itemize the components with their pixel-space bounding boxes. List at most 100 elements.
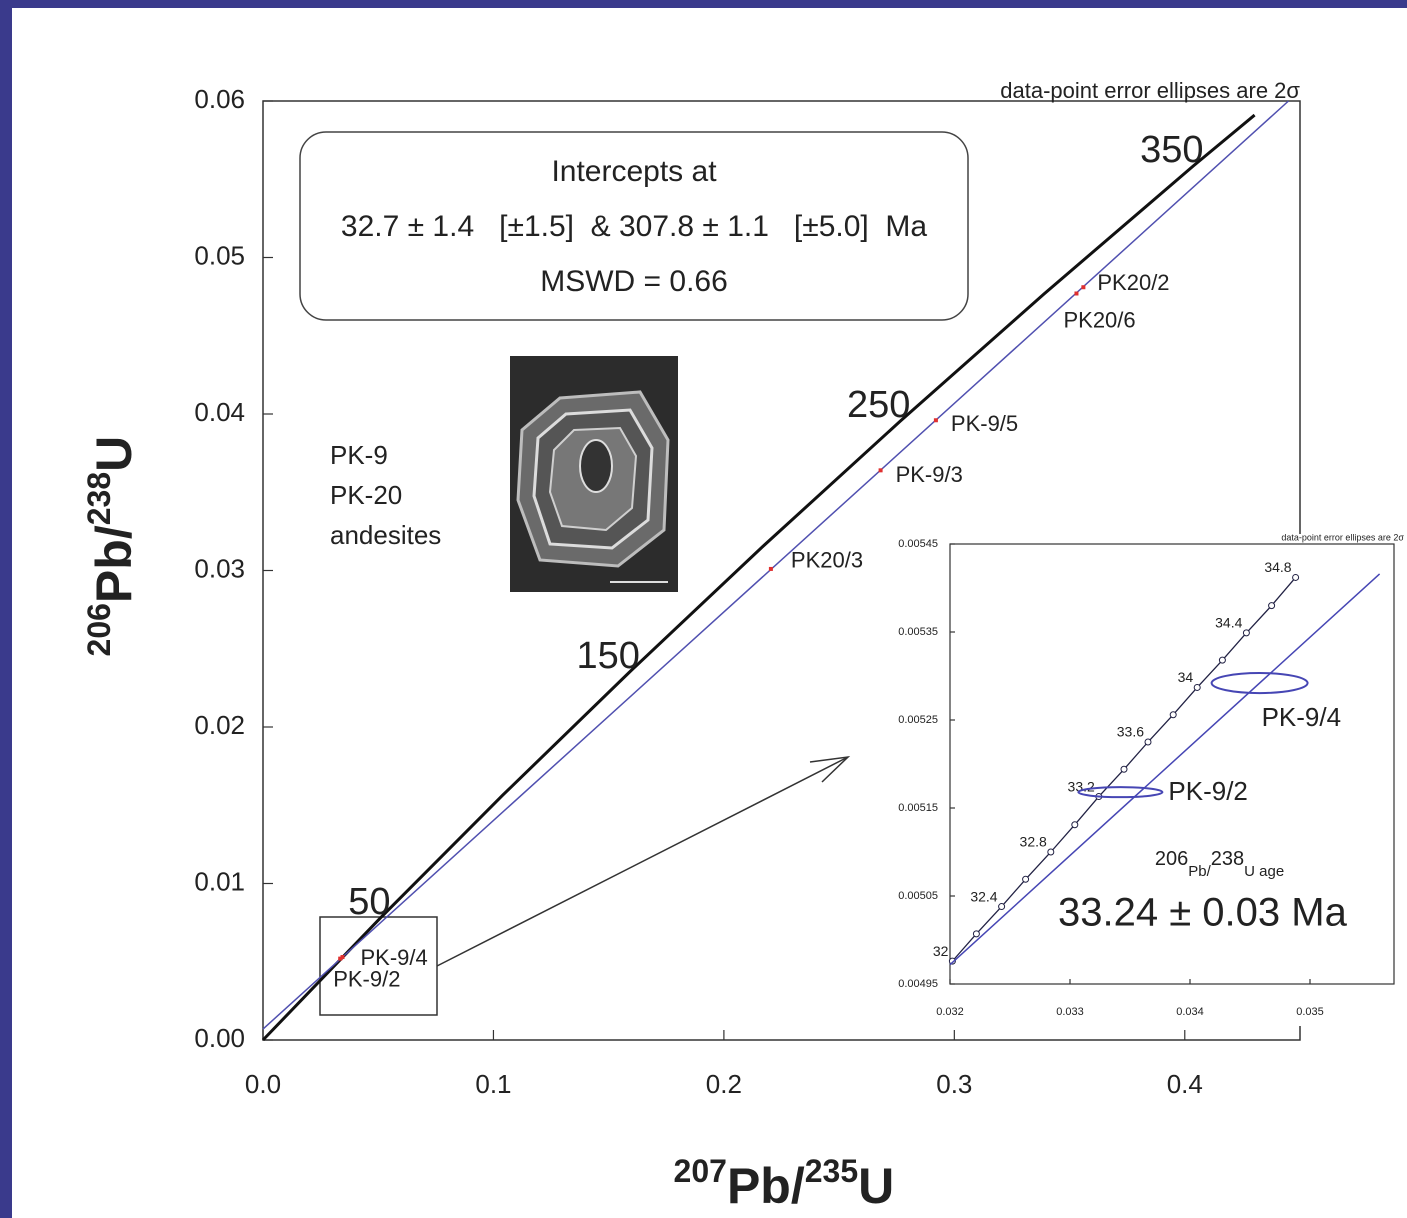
- inset-age-title-part: 206: [1155, 848, 1188, 870]
- data-point: [878, 468, 883, 473]
- y-tick-label: 0.00535: [898, 626, 938, 638]
- y-axis-label-part: 206: [81, 603, 117, 656]
- x-tick-label: 0.1: [475, 1069, 511, 1099]
- sample-text: PK-20: [330, 480, 402, 510]
- age-label: 32: [933, 943, 949, 959]
- y-tick-label: 0.06: [194, 84, 245, 114]
- x-axis-label: 207Pb/235U: [604, 1153, 936, 1214]
- inset-background: [876, 534, 1407, 1026]
- x-tick-label: 0.0: [245, 1069, 281, 1099]
- age-label: 33.6: [1117, 724, 1144, 740]
- x-axis-label-part: Pb/: [727, 1158, 805, 1214]
- data-point: [1081, 285, 1086, 290]
- age-marker: [1193, 683, 1201, 691]
- intercept-box: [299, 131, 969, 321]
- age-marker: [1218, 656, 1226, 664]
- y-tick-label: 0.00: [194, 1023, 245, 1053]
- intercept-text: 32.7 ± 1.4 [±1.5] & 307.8 ± 1.1 [±5.0] M…: [341, 210, 928, 243]
- age-label: 34.4: [1215, 615, 1242, 631]
- y-tick-label: 0.00525: [898, 714, 938, 726]
- age-label: 350: [1140, 129, 1203, 171]
- age-marker: [1047, 848, 1055, 856]
- age-marker: [1169, 711, 1177, 719]
- point-label: PK-9/2: [333, 966, 400, 991]
- inset-note: data-point error ellipses are 2σ: [1281, 532, 1404, 542]
- x-tick-label: 0.034: [1176, 1006, 1204, 1018]
- ellipse-label: PK-9/2: [1168, 776, 1248, 806]
- point-label: PK20/2: [1097, 270, 1169, 295]
- age-marker: [1242, 629, 1250, 637]
- intercept-text: MSWD = 0.66: [540, 265, 728, 298]
- data-point: [768, 566, 773, 571]
- y-tick-label: 0.02: [194, 710, 245, 740]
- data-point: [933, 418, 938, 423]
- x-tick-label: 0.033: [1056, 1006, 1084, 1018]
- x-tick-label: 0.4: [1167, 1069, 1203, 1099]
- sample-text: andesites: [330, 520, 441, 550]
- y-axis-label-part: U: [86, 436, 142, 472]
- age-marker: [1144, 738, 1152, 746]
- age-marker: [1268, 602, 1276, 610]
- age-label: 50: [348, 881, 390, 923]
- main-plot: 0.0 0.1 0.2 0.3 0.4 0.00 0.01 0.02 0.03 0.04 0.05 0…: [194, 84, 1289, 1099]
- zoom-arrow: [436, 756, 849, 967]
- age-marker: [972, 930, 980, 938]
- y-tick-label: 0.00495: [898, 978, 938, 990]
- age-label: 34: [1178, 669, 1194, 685]
- age-label: 32.8: [1020, 834, 1047, 850]
- age-marker: [998, 903, 1006, 911]
- series-line: [262, 100, 1289, 1030]
- age-marker: [948, 957, 956, 965]
- zircon-image: [510, 356, 678, 592]
- x-tick-label: 0.2: [706, 1069, 742, 1099]
- inset-frame: [949, 543, 1395, 985]
- inset-plot: data-point error ellipses are 2σ 206Pb/2…: [876, 532, 1407, 1026]
- point-label: PK-9/4: [361, 945, 428, 970]
- x-tick-label: 0.3: [936, 1069, 972, 1099]
- x-axis-label-part: 207: [674, 1153, 727, 1189]
- ellipse-label: PK-9/4: [1262, 702, 1342, 732]
- y-tick-label: 0.03: [194, 553, 245, 583]
- x-axis-label-part: 235: [805, 1153, 858, 1189]
- x-tick-label: 0.035: [1296, 1006, 1324, 1018]
- y-tick-label: 0.04: [194, 397, 245, 427]
- error-ellipse: [1077, 786, 1164, 799]
- age-label: 34.8: [1264, 559, 1291, 575]
- y-tick-label: 0.01: [194, 866, 245, 896]
- error-ellipse: [1210, 672, 1309, 695]
- y-tick-label: 0.00505: [898, 890, 938, 902]
- zoom-arrow-head: [809, 755, 851, 783]
- data-point: [340, 955, 345, 960]
- data-point: [338, 956, 343, 961]
- inset-age-title: 206Pb/238U age: [1116, 848, 1312, 882]
- intercept-text: Intercepts at: [551, 155, 717, 188]
- note: data-point error ellipses are 2σ: [1000, 78, 1300, 103]
- inset-age-result: 33.24 ± 0.03 Ma: [1058, 891, 1348, 935]
- y-tick-label: 0.00545: [898, 538, 938, 550]
- point-label: PK20/3: [791, 548, 863, 573]
- age-marker: [1292, 573, 1300, 581]
- age-marker: [1022, 875, 1030, 883]
- data-point: [1074, 291, 1079, 296]
- age-label: 32.4: [970, 888, 997, 904]
- series-line: [949, 573, 1381, 966]
- age-label: 250: [847, 384, 910, 426]
- sample-text: PK-9: [330, 440, 388, 470]
- y-axis-label-part: 238: [81, 472, 117, 525]
- y-tick-label: 0.05: [194, 240, 245, 270]
- series-line: [261, 113, 1256, 1042]
- age-marker: [1120, 765, 1128, 773]
- y-tick-label: 0.00515: [898, 802, 938, 814]
- age-label: 150: [576, 635, 639, 677]
- point-label: PK-9/3: [896, 462, 963, 487]
- inset-age-title-part: Pb/: [1188, 863, 1211, 880]
- inset-age-title-part: 238: [1211, 848, 1244, 870]
- point-label: PK20/6: [1063, 307, 1135, 332]
- x-tick-label: 0.032: [936, 1006, 964, 1018]
- y-axis-label-part: Pb/: [86, 525, 142, 603]
- y-axis-label: 206Pb/238U: [81, 394, 142, 726]
- age-label: 33.2: [1068, 778, 1095, 794]
- age-marker: [1071, 821, 1079, 829]
- x-axis-label-part: U: [858, 1158, 894, 1214]
